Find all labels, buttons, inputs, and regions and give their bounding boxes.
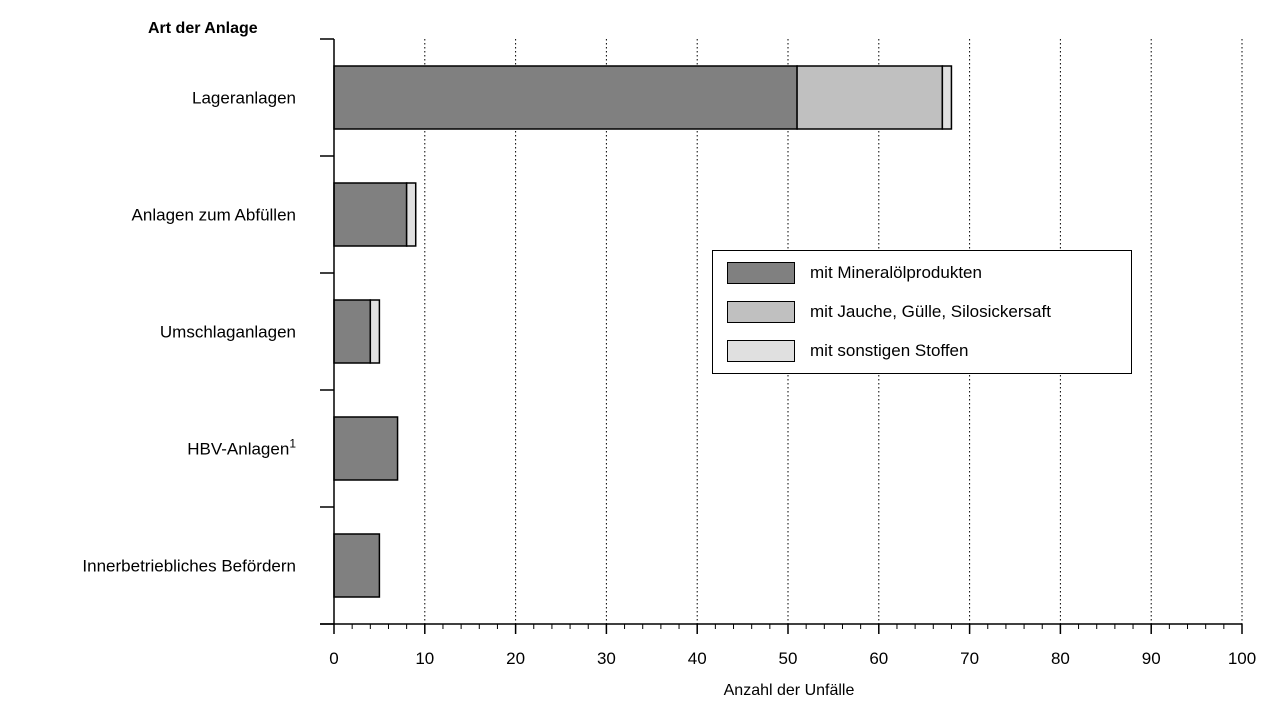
bar-3-series-0: [333, 416, 399, 481]
category-label: HBV-Anlagen1: [187, 437, 296, 459]
bars: [333, 65, 953, 598]
x-tick-label: 100: [1228, 649, 1256, 668]
legend-item-sonstige: mit sonstigen Stoffen: [727, 339, 968, 363]
y-axis-title: Art der Anlage: [148, 20, 258, 37]
x-axis-title: Anzahl der Unfälle: [724, 682, 855, 699]
legend-swatch-mineraloel: [727, 262, 795, 284]
x-tick-label: 30: [597, 649, 616, 668]
bar-0-series-1: [796, 65, 944, 130]
x-tick-label: 90: [1142, 649, 1161, 668]
legend-label-mineraloel: mit Mineralölprodukten: [810, 263, 982, 282]
x-tick-label: 0: [329, 649, 338, 668]
bar-2-series-0: [333, 299, 372, 364]
legend-label-jauche: mit Jauche, Gülle, Silosickersaft: [810, 302, 1051, 321]
legend-swatch-sonstige: [727, 340, 795, 362]
x-tick-label: 40: [688, 649, 707, 668]
x-tick-label: 20: [506, 649, 525, 668]
category-label: Innerbetriebliches Befördern: [82, 557, 296, 576]
bar-0-series-0: [333, 65, 798, 130]
x-tick-label: 80: [1051, 649, 1070, 668]
legend-label-sonstige: mit sonstigen Stoffen: [810, 341, 969, 360]
x-tick-label: 50: [779, 649, 798, 668]
labels: Art der Anlage Anzahl der Unfälle Lagera…: [82, 20, 1256, 699]
bar-1-series-0: [333, 182, 408, 247]
legend: mit Mineralölprodukten mit Jauche, Gülle…: [712, 250, 1132, 374]
axes: [320, 38, 1243, 634]
x-tick-label: 10: [415, 649, 434, 668]
bar-1-series-2: [405, 182, 417, 247]
x-tick-label: 60: [869, 649, 888, 668]
category-label: Anlagen zum Abfüllen: [132, 206, 296, 225]
bar-4-series-0: [333, 533, 381, 598]
category-label: Lageranlagen: [192, 89, 296, 108]
bar-0-series-2: [941, 65, 953, 130]
legend-item-jauche: mit Jauche, Gülle, Silosickersaft: [727, 300, 1051, 324]
category-label: Umschlaganlagen: [160, 323, 296, 342]
legend-item-mineraloel: mit Mineralölprodukten: [727, 261, 982, 285]
legend-swatch-jauche: [727, 301, 795, 323]
bar-2-series-2: [369, 299, 381, 364]
x-tick-label: 70: [960, 649, 979, 668]
